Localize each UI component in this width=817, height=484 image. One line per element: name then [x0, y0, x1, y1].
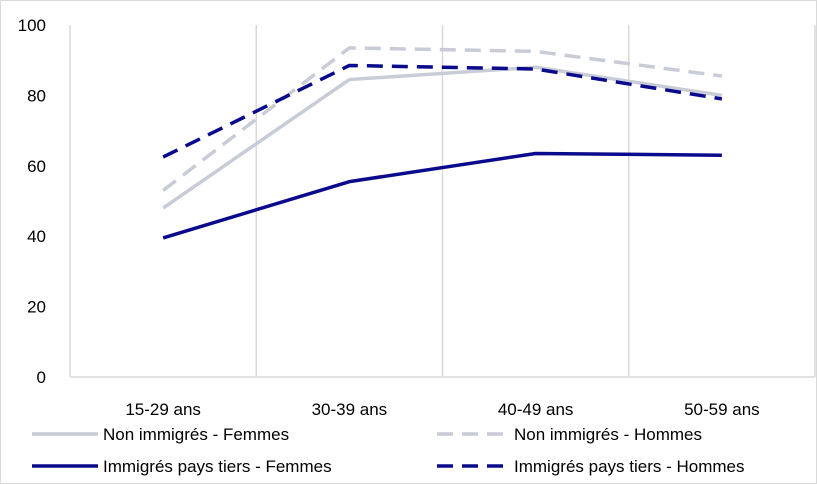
y-tick-label: 40 [27, 227, 46, 246]
x-tick-label: 40-49 ans [498, 400, 574, 419]
x-axis-tick-labels: 15-29 ans 30-39 ans 40-49 ans 50-59 ans [125, 400, 759, 419]
legend-item: Non immigrés - Hommes [437, 425, 702, 444]
legend-label: Immigrés pays tiers - Femmes [103, 457, 332, 476]
x-tick-label: 30-39 ans [312, 400, 388, 419]
y-tick-label: 100 [18, 16, 46, 35]
series-lines [162, 46, 723, 240]
series-line [162, 63, 723, 159]
series-line [162, 151, 722, 240]
legend-label: Immigrés pays tiers - Hommes [514, 457, 744, 476]
legend-item: Immigrés pays tiers - Femmes [32, 457, 332, 476]
y-tick-label: 0 [37, 368, 46, 387]
y-tick-label: 60 [27, 157, 46, 176]
y-tick-label: 80 [27, 86, 46, 105]
y-axis-tick-labels: 0 20 40 60 80 100 [18, 16, 46, 387]
x-tick-label: 50-59 ans [684, 400, 760, 419]
y-tick-label: 20 [27, 298, 46, 317]
legend-label: Non immigrés - Hommes [514, 425, 702, 444]
legend-item: Non immigrés - Femmes [32, 425, 289, 444]
legend-item: Immigrés pays tiers - Hommes [437, 457, 744, 476]
series-line [162, 46, 723, 192]
legend: Non immigrés - Femmes Non immigrés - Homm… [32, 425, 744, 476]
series-line [162, 65, 723, 210]
vertical-gridlines [69, 25, 816, 377]
x-tick-label: 15-29 ans [125, 400, 201, 419]
legend-label: Non immigrés - Femmes [103, 425, 289, 444]
